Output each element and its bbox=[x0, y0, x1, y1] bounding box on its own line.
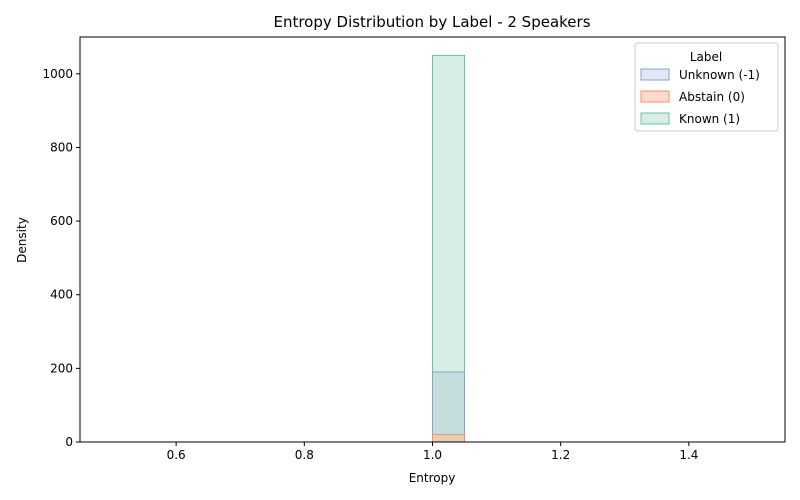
x-tick-label: 1.0 bbox=[423, 448, 442, 462]
y-tick-label: 200 bbox=[50, 361, 73, 375]
x-axis-ticks: 0.6 0.8 1.0 1.2 1.4 bbox=[167, 442, 698, 462]
x-tick-label: 1.2 bbox=[551, 448, 570, 462]
y-tick-label: 1000 bbox=[42, 67, 73, 81]
legend-swatch-known bbox=[640, 112, 670, 125]
y-axis-label: Density bbox=[15, 217, 29, 263]
bar-unknown-1-0 bbox=[432, 371, 466, 443]
x-axis-label: Entropy bbox=[409, 471, 456, 485]
legend-box bbox=[634, 42, 779, 132]
x-tick-label: 0.8 bbox=[295, 448, 314, 462]
x-tick-label: 1.4 bbox=[679, 448, 698, 462]
chart-title: Entropy Distribution by Label - 2 Speake… bbox=[273, 13, 590, 31]
legend: Label Unknown (-1) Abstain (0) Known (1) bbox=[634, 42, 779, 132]
legend-swatch-abstain bbox=[640, 90, 670, 103]
legend-label-known: Known (1) bbox=[679, 112, 740, 126]
x-tick-label: 0.6 bbox=[167, 448, 186, 462]
y-tick-label: 600 bbox=[50, 214, 73, 228]
y-axis-ticks: 0 200 400 600 800 1000 bbox=[42, 67, 80, 449]
y-tick-label: 0 bbox=[65, 435, 73, 449]
legend-label-abstain: Abstain (0) bbox=[679, 90, 745, 104]
legend-swatch-unknown bbox=[640, 68, 670, 81]
y-tick-label: 400 bbox=[50, 288, 73, 302]
bars-layer bbox=[432, 54, 466, 443]
bar-abstain-0-0 bbox=[432, 434, 466, 443]
y-tick-label: 800 bbox=[50, 140, 73, 154]
legend-title: Label bbox=[690, 50, 722, 64]
legend-label-unknown: Unknown (-1) bbox=[679, 68, 760, 82]
